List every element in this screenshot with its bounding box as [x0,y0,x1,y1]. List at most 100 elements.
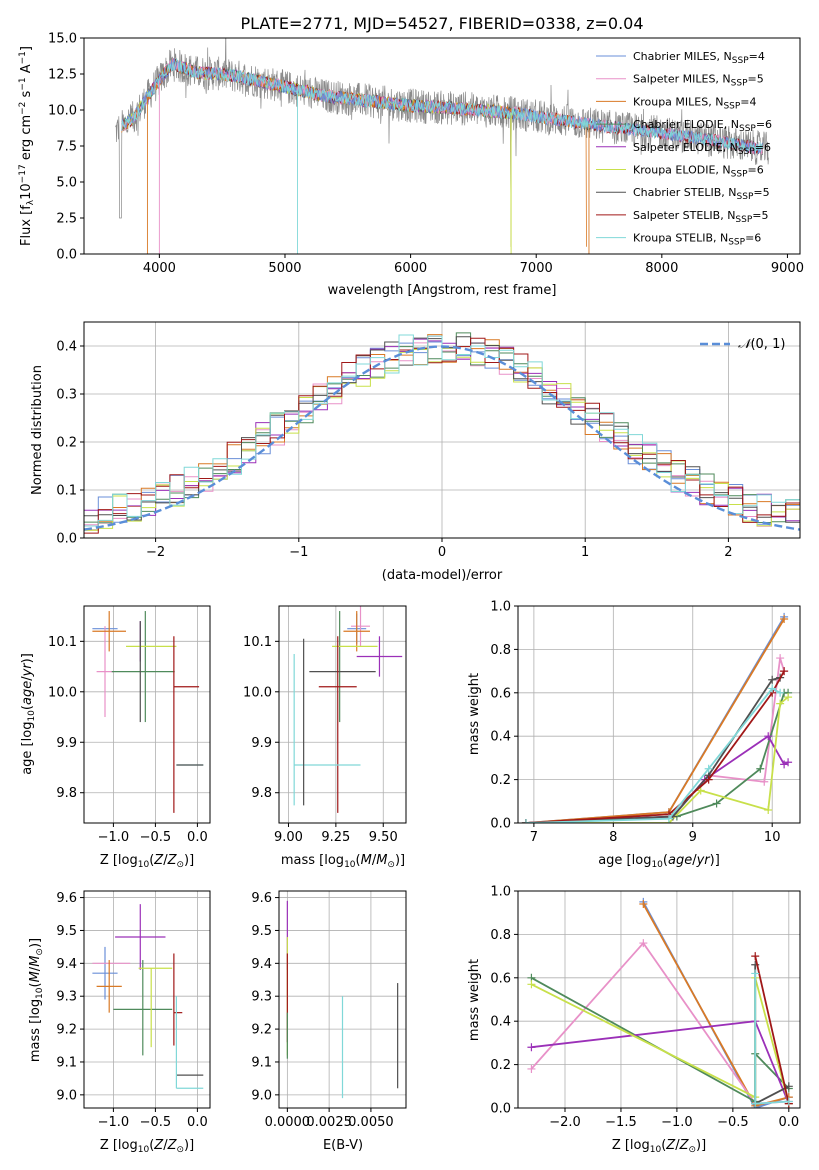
y-tick-label: 1.0 [490,600,511,615]
legend-entry: Chabrier MILES, NSSP=4 [633,50,765,66]
label-part: Z [665,1138,676,1153]
label-part: SSP [739,124,756,134]
x-axis-label: (data-model)/error [382,568,503,583]
x-tick-label: −1.0 [661,1115,693,1130]
weight-marker-7 [751,952,760,961]
weight-marker-7 [704,775,713,784]
label-part: 10 [138,860,150,870]
label-part: ( [149,853,154,868]
label-part: =6 [748,164,764,177]
x-tick-label: 0.0 [778,1115,799,1130]
y-tick-label: 10.0 [48,685,77,700]
x-tick-label: 10 [764,830,781,845]
label-part: ( [149,1138,154,1153]
axes-spectrum: 4000 5000 6000 7000 8000 9000 0.0 2.5 5.0 7.5 10.0… [18,32,804,299]
weight-line-7 [525,670,785,823]
legend-entry: Chabrier STELIB, NSSP=5 [633,186,770,202]
y-axis-label: age [log10(age/yr)] [20,653,37,775]
weight-marker-8 [776,688,785,697]
label-part: =6 [756,118,772,131]
label-part: SSP [731,170,748,180]
y-tick-label: 9.8 [56,786,77,801]
y-tick-label: 0.6 [490,686,511,701]
label-part: ] [19,46,34,51]
weight-marker-8 [704,764,713,773]
label-part: )] [710,853,720,868]
label-part: λ [26,199,36,205]
weight-marker-8 [751,969,760,978]
axes-frame [83,890,211,1109]
x-tick-label: 6000 [394,261,427,276]
y-tick-label: 1.0 [490,885,511,900]
label-part: 10 [344,860,356,870]
y-tick-label: 9.4 [56,957,77,972]
label-part: Chabrier ELODIE, N [633,118,739,131]
label-part: A [19,64,34,77]
label-part: age [668,853,692,868]
label-part: Z [log [100,1138,138,1153]
label-part: / [675,1138,680,1153]
y-tick-label: 0.0 [56,532,77,547]
weight-marker-4 [780,760,789,769]
y-tick-label: 9.9 [56,736,77,751]
axes-frame [278,890,407,1109]
y-tick-label: 5.0 [56,176,77,191]
model-spectrum-3 [121,59,512,247]
weight-line-4 [531,1020,790,1105]
weight-marker-8 [521,819,530,823]
model-spectrum-8 [121,57,763,153]
x-tick-label: 9.50 [369,830,398,845]
plots-layer: 4000 5000 6000 7000 8000 90000.02.55.07.510.0… [18,32,804,1156]
legend-entry: 𝒩(0, 1) [738,337,785,352]
y-tick-label: 0.8 [490,643,511,658]
plot-area-mass_vs_ebv [286,900,399,1099]
weight-marker-4 [527,1043,536,1052]
weight-marker-6 [784,1082,793,1091]
y-tick-label: 9.1 [56,1055,77,1070]
label-part: SSP [732,56,749,66]
y-tick-label: 10.0 [48,104,77,119]
y-tick-label: 9.1 [251,1055,272,1070]
label-part: 10 [650,1145,662,1155]
label-part: Flux [f [19,205,34,246]
label-part: SSP [737,192,754,202]
label-part: =4 [740,95,756,108]
label-part: SSP [735,215,752,225]
x-tick-label: 7 [530,830,538,845]
label-part: 10 [651,860,663,870]
label-part: =6 [745,232,761,245]
x-axis-label: age [log10(age/yr)] [598,853,720,870]
label-part: Salpeter ELODIE, N [633,141,738,154]
y-tick-label: 0.1 [56,484,77,499]
label-part: )] [696,1138,706,1153]
weight-marker-3 [712,799,721,808]
legend-entry: Chabrier ELODIE, NSSP=6 [633,118,772,134]
model-spectrum-4 [121,59,512,247]
y-tick-label: 0.0 [490,1102,511,1117]
weight-marker-5 [764,805,773,814]
y-tick-label: 9.6 [56,891,77,906]
label-part: yr [20,662,35,678]
weight-marker-5 [776,699,785,708]
y-tick-label: 9.9 [251,736,272,751]
y-tick-label: 0.2 [490,1058,511,1073]
residual-histogram-7 [84,337,800,534]
plot-area-spectrum [115,38,769,254]
x-tick-label: 7000 [520,261,553,276]
figure-title: PLATE=2771, MJD=54527, FIBERID=0338, z=0… [240,14,643,33]
weight-line-5 [530,977,790,1104]
label-part: Z [167,1138,178,1153]
weight-marker-1 [527,1064,536,1073]
x-tick-label: 0.0025 [306,1115,352,1130]
label-part: SSP [731,79,748,89]
x-tick-label: 9.00 [274,830,303,845]
label-part: Kroupa STELIB, N [633,232,728,245]
label-part: ( [663,853,668,868]
y-tick-label: 0.6 [490,971,511,986]
label-part: =5 [752,209,768,222]
label-part: Z [679,1138,690,1153]
label-part: =5 [753,186,769,199]
weight-marker-5 [696,786,705,795]
